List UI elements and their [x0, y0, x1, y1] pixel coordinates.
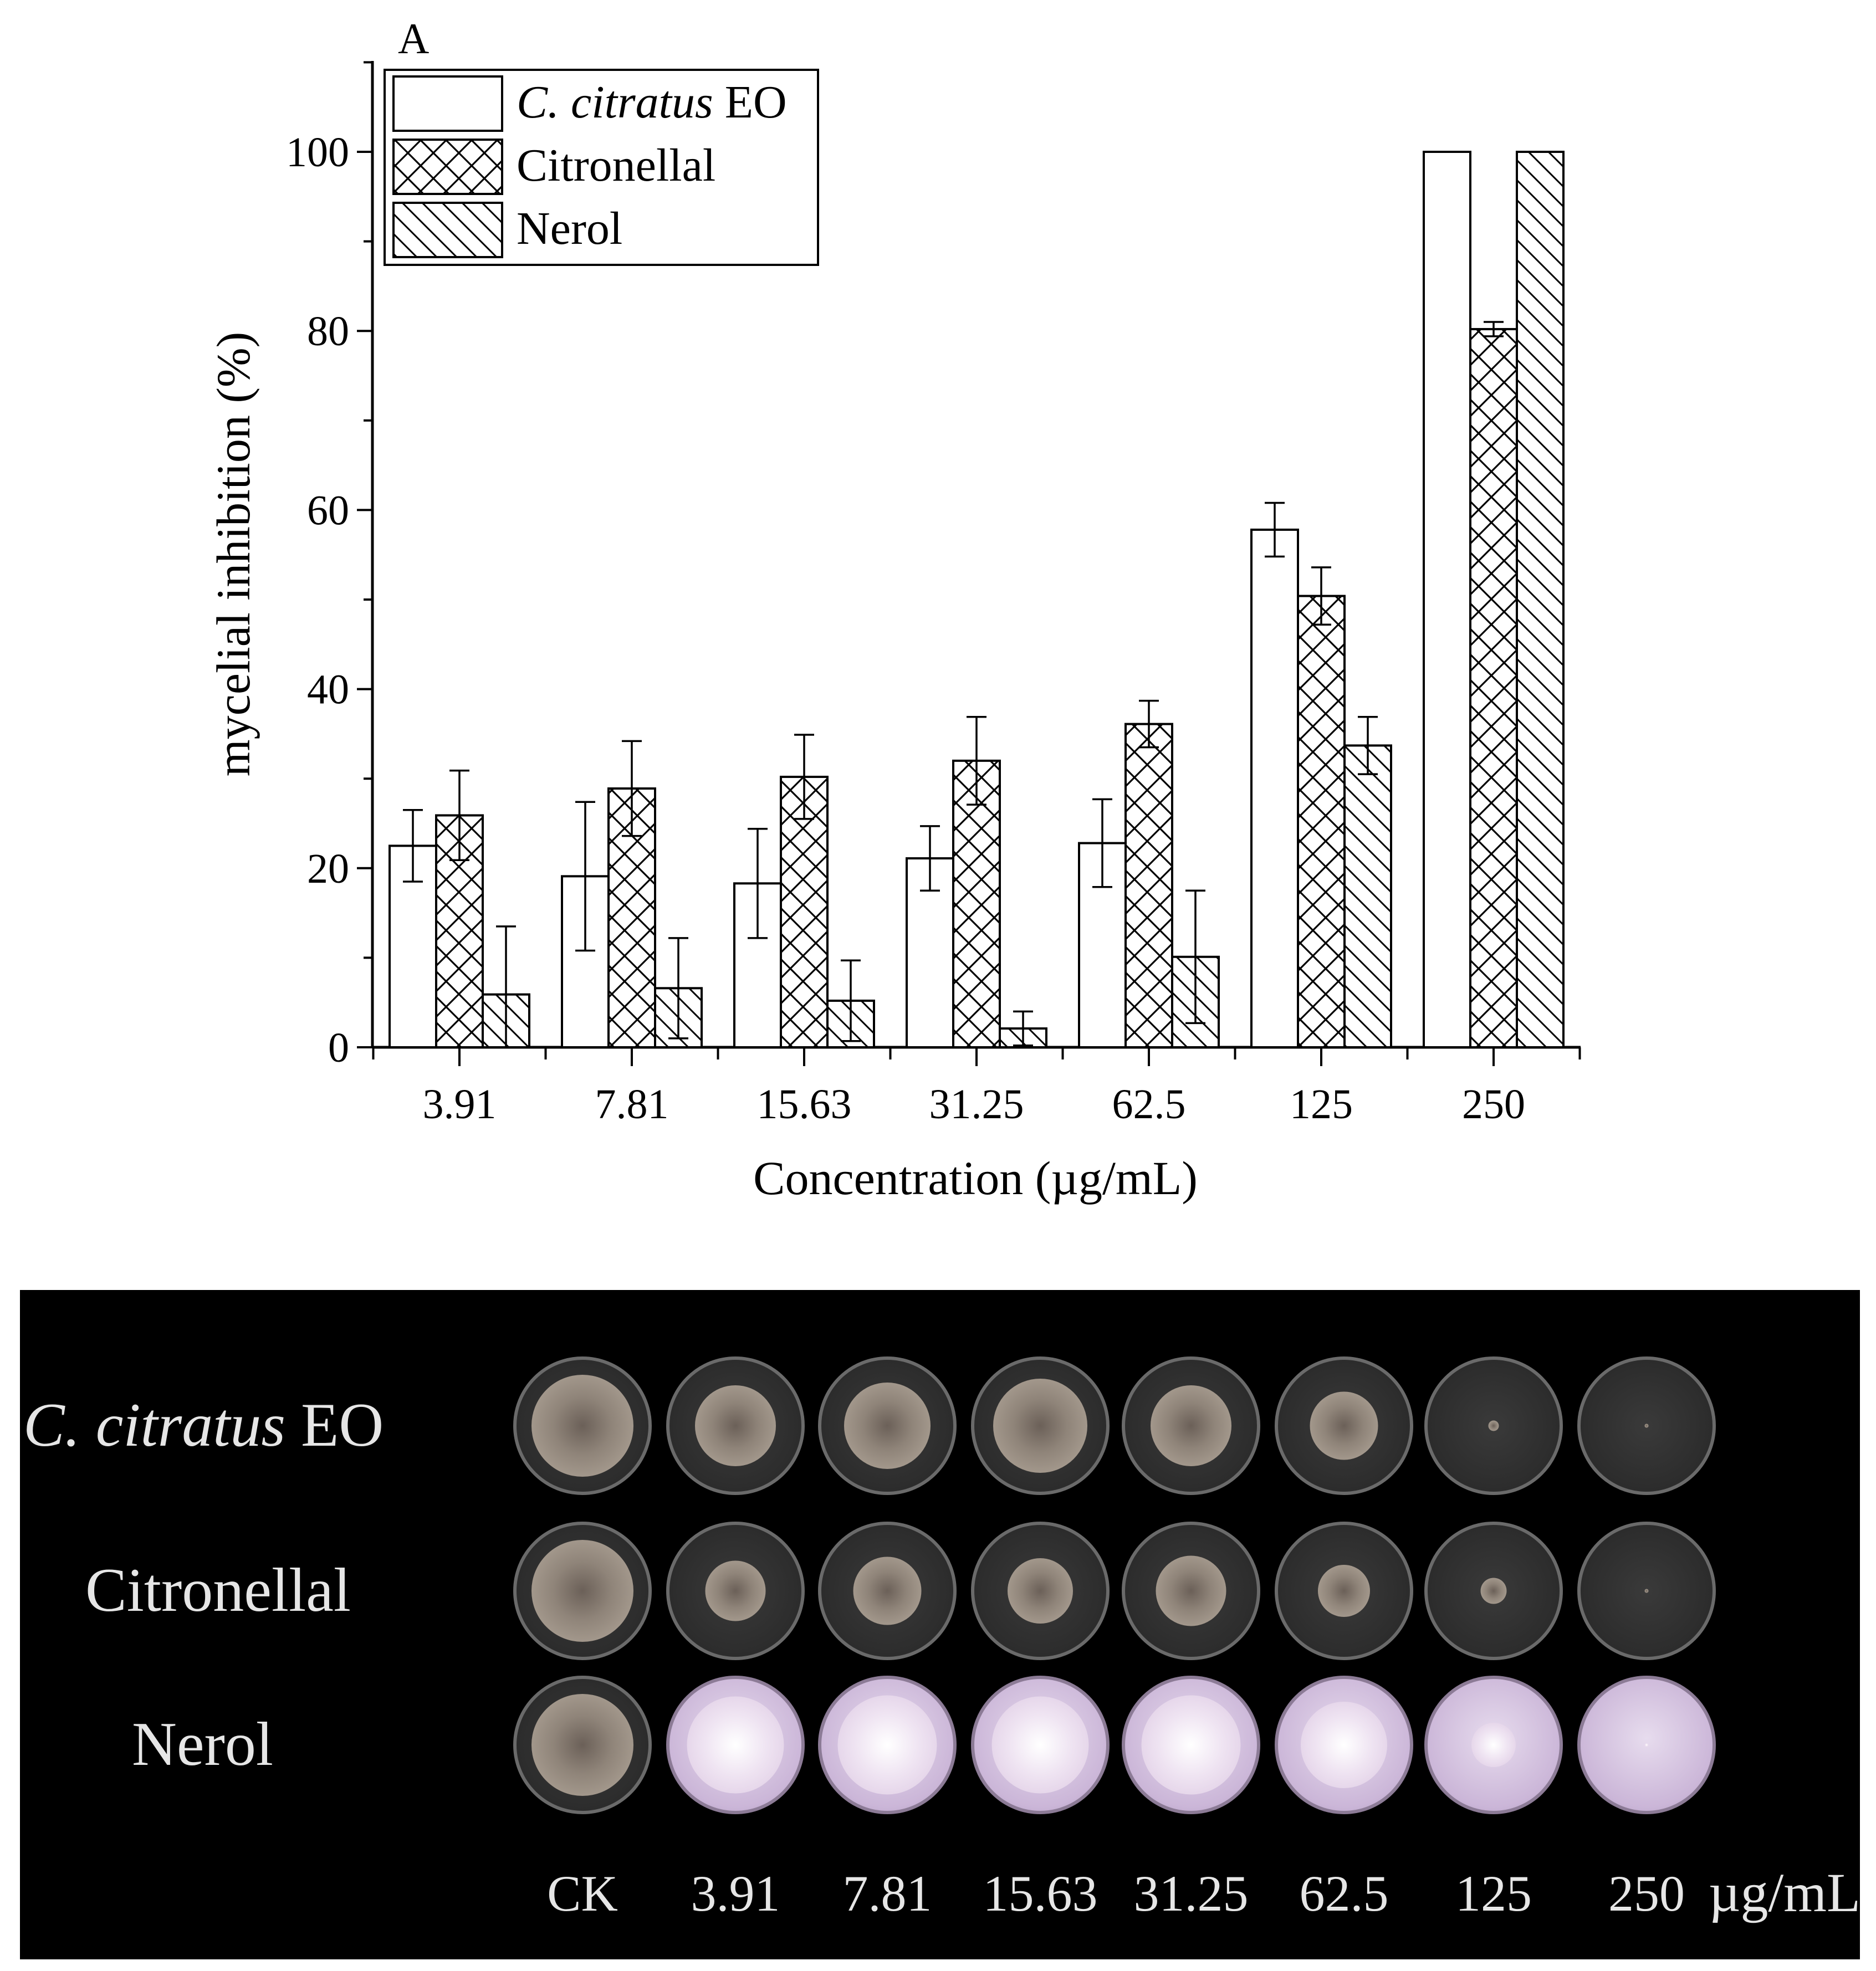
row-label: Nerol	[132, 1710, 274, 1779]
bar-c-citratus-eo	[1423, 151, 1471, 1048]
row-label: C. citratus EO	[23, 1390, 384, 1461]
bar-c-citratus-eo	[1250, 528, 1299, 1048]
x-tick-label: 62.5	[1112, 1081, 1186, 1128]
x-tick-label: 15.63	[757, 1081, 852, 1128]
x-tick-label: 31.25	[929, 1081, 1024, 1128]
legend-swatch	[392, 202, 503, 258]
fungal-colony	[1644, 1589, 1649, 1593]
legend-label: Nerol	[517, 203, 622, 254]
y-tick-label: 100	[286, 129, 349, 176]
fungal-colony	[1141, 1695, 1241, 1795]
bar-nerol	[1343, 744, 1392, 1048]
y-tick-label: 60	[307, 487, 349, 534]
x-axis-title: Concentration (µg/mL)	[753, 1151, 1198, 1205]
legend-label: Citronellal	[517, 140, 715, 191]
unit-label: µg/mL	[1708, 1862, 1861, 1923]
fungal-colony	[531, 1375, 633, 1477]
fungal-colony	[837, 1695, 937, 1795]
petri-dish	[971, 1522, 1110, 1660]
y-tick-label: 80	[307, 308, 349, 355]
fungal-colony	[844, 1383, 931, 1469]
petri-dish	[1424, 1676, 1563, 1814]
petri-dish	[1122, 1522, 1260, 1660]
petri-dish	[1577, 1356, 1716, 1495]
petri-dish	[818, 1522, 957, 1660]
bar-citronellal	[1297, 595, 1346, 1048]
fungal-colony	[705, 1560, 766, 1621]
fungal-colony	[1301, 1702, 1387, 1788]
concentration-label: 3.91	[691, 1865, 780, 1922]
fungal-colony	[1008, 1558, 1073, 1624]
concentration-label: 62.5	[1299, 1865, 1389, 1922]
petri-dish	[1275, 1356, 1413, 1495]
x-tick-label: 250	[1462, 1081, 1525, 1128]
concentration-label: 125	[1455, 1865, 1532, 1922]
fungal-colony	[531, 1694, 633, 1796]
panel-letter: A	[398, 14, 429, 63]
fungal-colony	[1318, 1565, 1370, 1617]
fungal-colony	[1156, 1555, 1226, 1626]
petri-dish	[513, 1356, 652, 1495]
petri-dish	[1122, 1356, 1260, 1495]
y-tick-label: 40	[307, 667, 349, 713]
fungal-colony	[1151, 1385, 1231, 1466]
fungal-colony	[1488, 1420, 1499, 1431]
petri-dish	[971, 1676, 1110, 1814]
y-axis-title: mycelial inhibition (%)	[207, 332, 260, 776]
y-tick-label: 20	[307, 846, 349, 892]
fungal-colony	[531, 1540, 633, 1642]
petri-dish	[1275, 1676, 1413, 1814]
legend-label-rest: EO	[725, 76, 787, 128]
petri-dish	[666, 1356, 805, 1495]
petri-dish-photo-panel: C. citratus EO Citronellal Nerol CK 3.91 7.81…	[20, 1290, 1860, 1959]
legend-swatch	[392, 139, 503, 195]
legend-label-italic: C. citratus	[517, 76, 725, 128]
petri-dish	[1122, 1676, 1260, 1814]
legend-swatch	[392, 75, 503, 132]
x-tick-label: 3.91	[423, 1081, 497, 1128]
fungal-colony	[993, 1379, 1087, 1473]
petri-dish	[818, 1356, 957, 1495]
petri-dish	[513, 1522, 652, 1660]
bar-nerol	[1516, 151, 1565, 1048]
fungal-colony	[1480, 1578, 1507, 1604]
concentration-label: 31.25	[1133, 1865, 1249, 1922]
fungal-colony	[1644, 1743, 1649, 1747]
petri-dish	[1577, 1676, 1716, 1814]
concentration-label: 250	[1608, 1865, 1685, 1922]
petri-dish	[971, 1356, 1110, 1495]
petri-dish	[1424, 1522, 1563, 1660]
petri-dish	[666, 1676, 805, 1814]
bar-citronellal	[1124, 723, 1173, 1048]
concentration-label: 15.63	[983, 1865, 1098, 1922]
petri-dish	[1275, 1522, 1413, 1660]
fungal-colony	[1471, 1723, 1516, 1767]
petri-dish	[1577, 1522, 1716, 1660]
row-label-italic: C. citratus	[23, 1391, 301, 1460]
legend-label: C. citratus EO	[517, 76, 787, 128]
fungal-colony	[1310, 1391, 1378, 1460]
x-tick-label: 125	[1290, 1081, 1353, 1128]
concentration-label: 7.81	[842, 1865, 932, 1922]
bar-citronellal	[1469, 327, 1518, 1048]
concentration-label: CK	[547, 1865, 618, 1922]
bar-chart: A 0 20 40 60 80 100 3.91 7.81 15.63 31.25 62.5 125 2…	[207, 14, 1581, 1205]
petri-dish	[513, 1676, 652, 1814]
fungal-colony	[687, 1696, 784, 1794]
petri-dish	[1424, 1356, 1563, 1495]
petri-dish	[818, 1676, 957, 1814]
fungal-colony	[1644, 1424, 1649, 1428]
fungal-colony	[695, 1385, 776, 1466]
fungal-colony	[853, 1557, 922, 1625]
bars	[389, 151, 1565, 1049]
ticks: 0 20 40 60 80 100 3.91 7.81 15.63 31.25 62.5 125 250	[286, 61, 1581, 1128]
y-tick-label: 0	[328, 1025, 349, 1071]
x-tick-label: 7.81	[595, 1081, 669, 1128]
row-label-rest: EO	[300, 1391, 384, 1460]
petri-dish	[666, 1522, 805, 1660]
fungal-colony	[991, 1696, 1089, 1794]
row-label: Citronellal	[85, 1556, 351, 1625]
